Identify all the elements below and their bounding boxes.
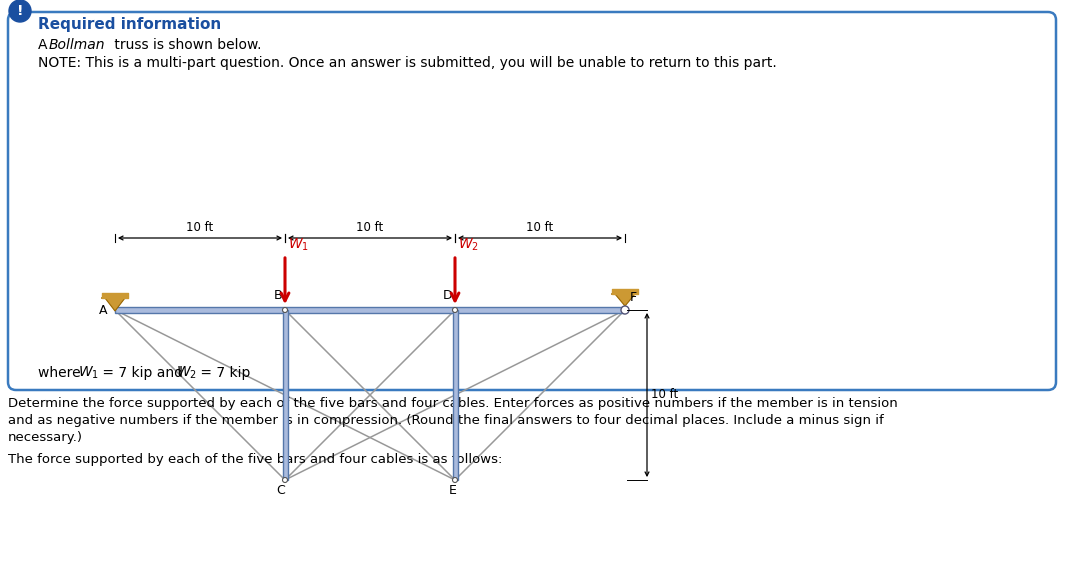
Text: Bollman: Bollman: [49, 38, 106, 52]
Text: 10 ft: 10 ft: [651, 389, 678, 402]
Text: $W_2$: $W_2$: [458, 237, 479, 253]
Text: A: A: [98, 303, 107, 316]
Circle shape: [453, 307, 458, 312]
Text: $W_1$: $W_1$: [78, 365, 98, 381]
Text: 10 ft: 10 ft: [186, 221, 214, 234]
Text: Required information: Required information: [39, 18, 221, 33]
Text: D: D: [442, 289, 452, 302]
Polygon shape: [615, 294, 635, 306]
Text: !: !: [17, 4, 24, 18]
Circle shape: [9, 0, 31, 22]
Text: truss is shown below.: truss is shown below.: [110, 38, 261, 52]
Text: necessary.): necessary.): [7, 431, 83, 444]
Text: = 7 kip and: = 7 kip and: [98, 366, 187, 380]
Text: $W_2$: $W_2$: [175, 365, 197, 381]
Circle shape: [282, 307, 288, 312]
Circle shape: [621, 306, 629, 314]
Bar: [453, 310, 458, 480]
Text: The force supported by each of the five bars and four cables is as follows:: The force supported by each of the five …: [7, 453, 503, 466]
Circle shape: [453, 477, 458, 483]
Text: and as negative numbers if the member is in compression. (Round the final answer: and as negative numbers if the member is…: [7, 414, 884, 427]
Text: $W_1$: $W_1$: [288, 237, 309, 253]
FancyBboxPatch shape: [7, 12, 1056, 390]
Text: C: C: [277, 484, 286, 497]
Text: 10 ft: 10 ft: [356, 221, 384, 234]
Circle shape: [282, 477, 288, 483]
Bar: [114, 307, 625, 313]
Text: A: A: [39, 38, 51, 52]
Bar: [282, 310, 288, 480]
Text: F: F: [630, 291, 637, 304]
Text: where: where: [39, 366, 85, 380]
Text: NOTE: This is a multi-part question. Once an answer is submitted, you will be un: NOTE: This is a multi-part question. Onc…: [39, 56, 777, 70]
Text: Determine the force supported by each of the five bars and four cables. Enter fo: Determine the force supported by each of…: [7, 397, 898, 410]
Text: B: B: [273, 289, 282, 302]
Text: = 7 kip: = 7 kip: [196, 366, 250, 380]
Text: E: E: [449, 484, 457, 497]
Text: 10 ft: 10 ft: [526, 221, 553, 234]
Polygon shape: [105, 298, 125, 311]
